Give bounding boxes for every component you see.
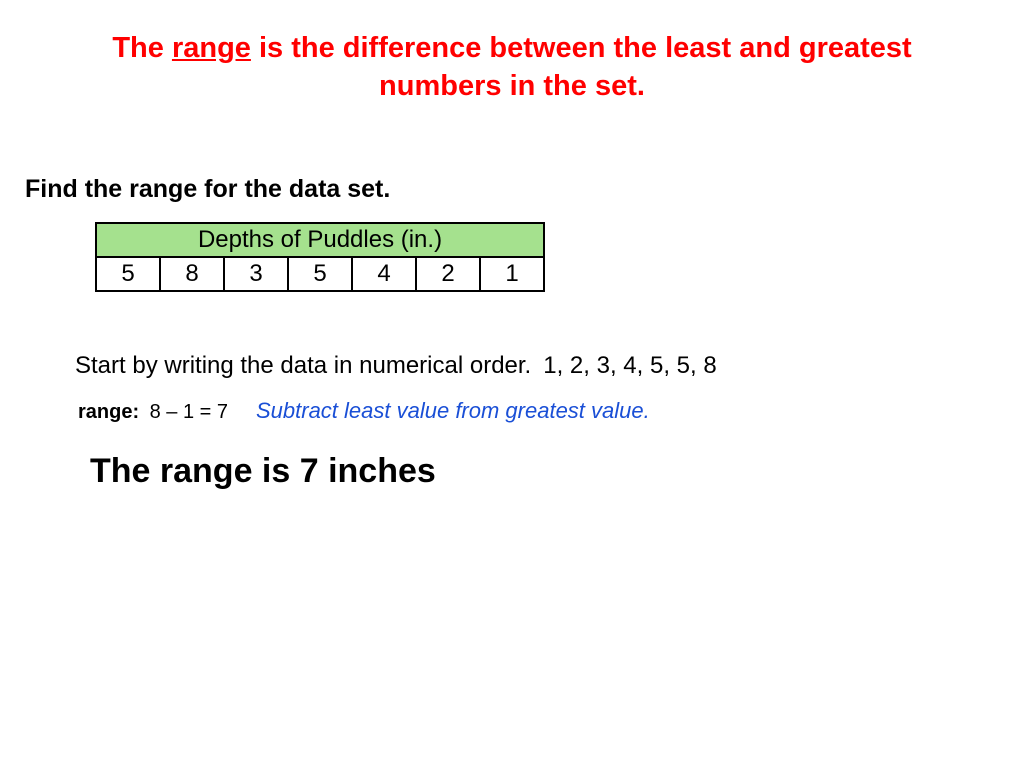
title-post: is the difference between the least and … xyxy=(251,32,912,102)
instruction-text: Find the range for the data set. xyxy=(0,105,1024,204)
table-row: 5 8 3 5 4 2 1 xyxy=(96,257,544,291)
title-underlined: range xyxy=(172,32,251,64)
table-cell: 3 xyxy=(224,257,288,291)
range-label-group: range: 8 – 1 = 7 xyxy=(78,401,228,424)
table-cell: 5 xyxy=(288,257,352,291)
table-cell: 5 xyxy=(96,257,160,291)
range-row: range: 8 – 1 = 7 Subtract least value fr… xyxy=(0,380,1024,424)
range-calculation: 8 – 1 = 7 xyxy=(150,401,228,423)
data-table: Depths of Puddles (in.) 5 8 3 5 4 2 1 xyxy=(95,222,545,292)
table-cell: 8 xyxy=(160,257,224,291)
definition-title: The range is the difference between the … xyxy=(0,0,1024,105)
table-cell: 1 xyxy=(480,257,544,291)
ordered-values: 1, 2, 3, 4, 5, 5, 8 xyxy=(543,352,716,380)
range-label: range: xyxy=(78,401,139,423)
data-table-container: Depths of Puddles (in.) 5 8 3 5 4 2 1 xyxy=(95,222,1024,292)
answer-text: The range is 7 inches xyxy=(0,424,1024,491)
table-header: Depths of Puddles (in.) xyxy=(96,223,544,257)
table-cell: 2 xyxy=(416,257,480,291)
title-pre: The xyxy=(112,32,172,64)
step-text: Start by writing the data in numerical o… xyxy=(75,352,531,380)
table-cell: 4 xyxy=(352,257,416,291)
step-row: Start by writing the data in numerical o… xyxy=(0,292,1024,380)
subtract-note: Subtract least value from greatest value… xyxy=(256,398,650,424)
